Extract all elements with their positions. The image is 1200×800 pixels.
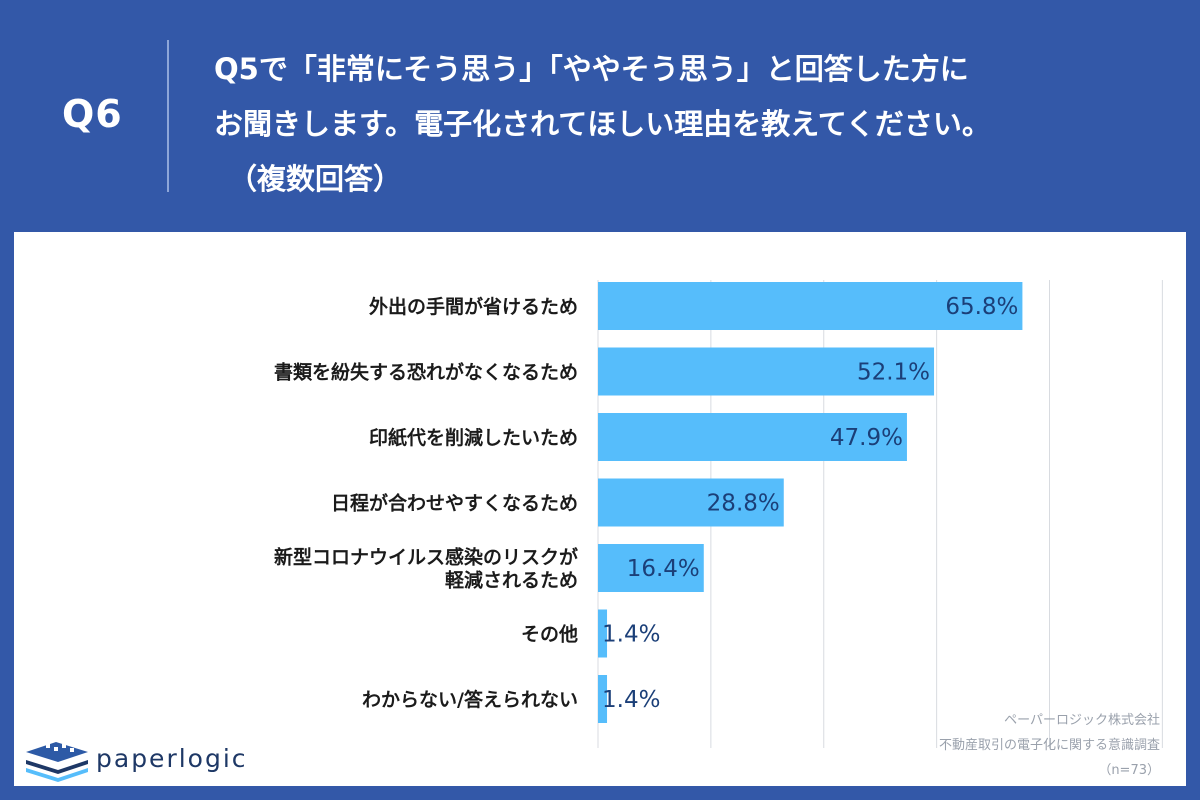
category-label-4-0: 新型コロナウイルス感染のリスクが <box>274 546 578 569</box>
category-label-0: 外出の手間が省けるため <box>369 295 578 318</box>
bar-3 <box>598 478 784 527</box>
question-number: Q6 <box>62 92 123 136</box>
value-label-4: 16.4% <box>627 556 700 582</box>
category-label-4-1: 軽減されるため <box>445 569 578 592</box>
bar-chart: 65.8% 外出の手間が省けるため 52.1% 書類を紛失する恐れがなくなるため 47.… <box>274 280 1163 748</box>
value-label-3: 28.8% <box>707 491 780 517</box>
chart-panel: 65.8% 外出の手間が省けるため 52.1% 書類を紛失する恐れがなくなるため 47.… <box>14 232 1186 786</box>
footer-company: ペーパーロジック株式会社 <box>1004 713 1160 728</box>
question-line-2: お聞きします。電子化されてほしい理由を教えてください。 <box>214 107 991 141</box>
category-label-6: わからない/答えられない <box>362 688 578 711</box>
logo-wordmark: paperlogic <box>96 744 248 773</box>
bar-5 <box>598 609 608 658</box>
bar-2 <box>598 413 907 461</box>
value-label-2: 47.9% <box>830 425 903 451</box>
value-label-0: 65.8% <box>945 294 1018 320</box>
bar-6 <box>598 675 608 723</box>
category-label-3: 日程が合わせやすくなるため <box>331 492 578 515</box>
paperlogic-logo-icon <box>26 742 88 782</box>
value-label-1: 52.1% <box>857 360 930 386</box>
value-label-6: 1.4% <box>602 687 660 713</box>
footer-source: ペーパーロジック株式会社 不動産取引の電子化に関する意識調査 （n=73） <box>939 708 1160 783</box>
question-text: Q5で「非常にそう思う」「ややそう思う」と回答した方に お聞きします。電子化され… <box>214 42 1174 207</box>
value-label-5: 1.4% <box>602 622 660 648</box>
footer-sample-size: （n=73） <box>1098 763 1160 778</box>
header: Q6 Q5で「非常にそう思う」「ややそう思う」と回答した方に お聞きします。電子… <box>0 0 1200 232</box>
category-label-1: 書類を紛失する恐れがなくなるため <box>274 361 578 384</box>
footer-survey: 不動産取引の電子化に関する意識調査 <box>938 738 1160 753</box>
category-label-5: その他 <box>521 623 578 646</box>
header-divider <box>167 40 169 192</box>
question-line-3: （複数回答） <box>228 162 403 196</box>
bar-1 <box>598 347 935 396</box>
category-label-2: 印紙代を削減したいため <box>369 426 578 449</box>
bar-4 <box>598 544 704 592</box>
question-line-1: Q5で「非常にそう思う」「ややそう思う」と回答した方に <box>214 52 969 86</box>
bar-0 <box>598 282 1023 330</box>
